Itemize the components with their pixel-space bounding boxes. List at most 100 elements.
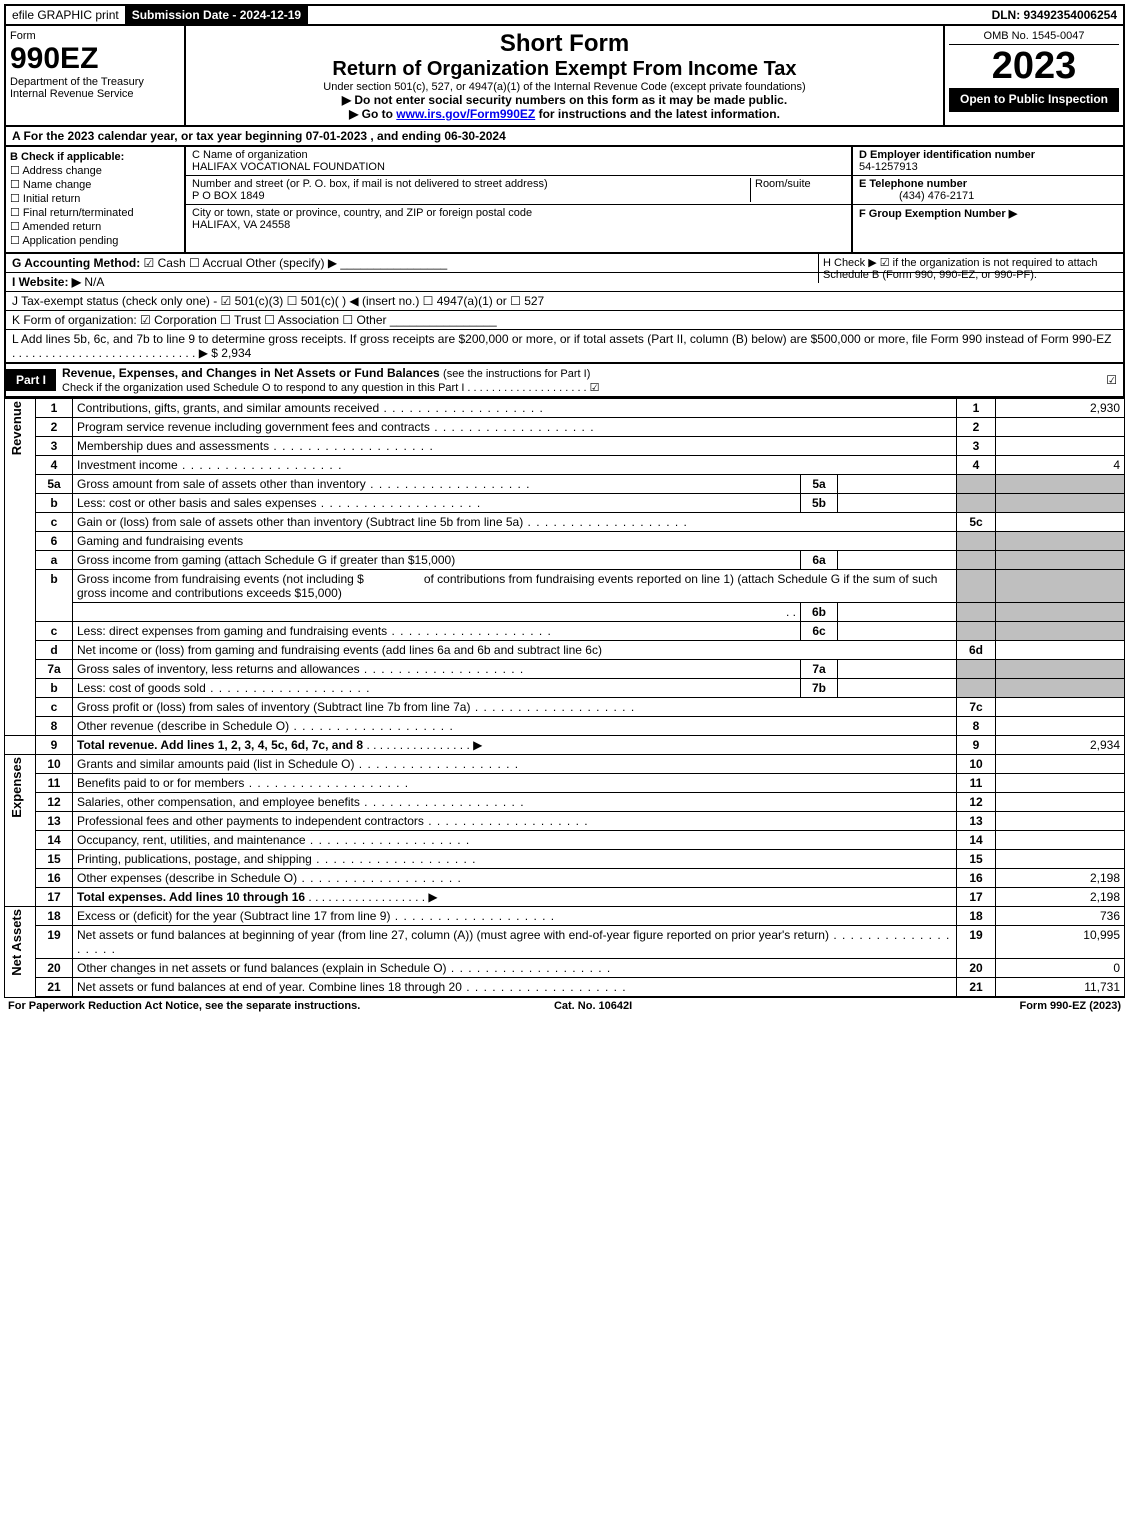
a-4: 4: [996, 456, 1125, 475]
a-12: [996, 793, 1125, 812]
a-6d: [996, 641, 1125, 660]
chk-final-return[interactable]: Final return/terminated: [10, 206, 180, 219]
d-3: Membership dues and assessments: [73, 437, 957, 456]
a-8: [996, 717, 1125, 736]
d-8: Other revenue (describe in Schedule O): [73, 717, 957, 736]
col-c-name-addr: C Name of organization HALIFAX VOCATIONA…: [186, 147, 853, 252]
row-a-period: A For the 2023 calendar year, or tax yea…: [4, 127, 1125, 147]
ein-label: D Employer identification number: [859, 149, 1035, 161]
city-label: City or town, state or province, country…: [192, 207, 532, 219]
b-label: B Check if applicable:: [10, 151, 124, 163]
website-value: N/A: [84, 275, 104, 289]
chk-address-change[interactable]: Address change: [10, 164, 180, 177]
d-4: Investment income: [73, 456, 957, 475]
tel-row: E Telephone number (434) 476-2171: [853, 176, 1123, 205]
d-7b: Less: cost of goods sold: [73, 679, 801, 698]
link-post: for instructions and the latest informat…: [539, 107, 780, 121]
lines-table: Revenue 1 Contributions, gifts, grants, …: [4, 398, 1125, 998]
ln-1: 1: [36, 399, 73, 418]
a-20: 0: [996, 959, 1125, 978]
part-i-checkbox-icon[interactable]: ☑: [1106, 373, 1123, 387]
d-6b-pre: Gross income from fundraising events (no…: [73, 570, 957, 603]
irs-link[interactable]: www.irs.gov/Form990EZ: [396, 107, 535, 121]
d-6a: Gross income from gaming (attach Schedul…: [73, 551, 801, 570]
org-city: HALIFAX, VA 24558: [192, 219, 290, 231]
ein-row: D Employer identification number 54-1257…: [853, 147, 1123, 176]
d-1: Contributions, gifts, grants, and simila…: [73, 399, 957, 418]
link-row: ▶ Go to www.irs.gov/Form990EZ for instru…: [190, 107, 939, 121]
org-name: HALIFAX VOCATIONAL FOUNDATION: [192, 161, 385, 173]
g-other[interactable]: Other (specify) ▶: [246, 256, 337, 270]
form-number: 990EZ: [10, 42, 180, 76]
identification-block: B Check if applicable: Address change Na…: [4, 147, 1125, 254]
name-row: C Name of organization HALIFAX VOCATIONA…: [186, 147, 851, 176]
a-16: 2,198: [996, 869, 1125, 888]
tax-exempt-row: J Tax-exempt status (check only one) - ☑…: [4, 292, 1125, 311]
accounting-row: H Check ▶ ☑ if the organization is not r…: [4, 254, 1125, 273]
a-15: [996, 850, 1125, 869]
under-section: Under section 501(c), 527, or 4947(a)(1)…: [190, 81, 939, 93]
footer-mid: Cat. No. 10642I: [554, 1000, 632, 1012]
d-7c: Gross profit or (loss) from sales of inv…: [73, 698, 957, 717]
d-20: Other changes in net assets or fund bala…: [73, 959, 957, 978]
d-7a: Gross sales of inventory, less returns a…: [73, 660, 801, 679]
a-5c: [996, 513, 1125, 532]
d-6c: Less: direct expenses from gaming and fu…: [73, 622, 801, 641]
d-11: Benefits paid to or for members: [73, 774, 957, 793]
tel-value: (434) 476-2171: [859, 190, 974, 202]
d-18: Excess or (deficit) for the year (Subtra…: [73, 907, 957, 926]
grp-row: F Group Exemption Number ▶: [853, 205, 1123, 222]
link-pre: ▶ Go to: [349, 107, 396, 121]
part-i-title-text: Revenue, Expenses, and Changes in Net As…: [62, 366, 440, 380]
k-text: K Form of organization: ☑ Corporation ☐ …: [12, 313, 387, 327]
d-10: Grants and similar amounts paid (list in…: [73, 755, 957, 774]
chk-name-change[interactable]: Name change: [10, 178, 180, 191]
ein-value: 54-1257913: [859, 161, 918, 173]
d-9: Total revenue. Add lines 1, 2, 3, 4, 5c,…: [73, 736, 957, 755]
a-21: 11,731: [996, 978, 1125, 998]
top-bar: efile GRAPHIC print Submission Date - 20…: [4, 4, 1125, 26]
c-label: C Name of organization: [192, 149, 308, 161]
revenue-label: Revenue: [9, 401, 24, 455]
title-center: Short Form Return of Organization Exempt…: [186, 26, 945, 125]
d-2: Program service revenue including govern…: [73, 418, 957, 437]
a-9: 2,934: [996, 736, 1125, 755]
d-15: Printing, publications, postage, and shi…: [73, 850, 957, 869]
submission-date: Submission Date - 2024-12-19: [126, 6, 308, 24]
rn-1: 1: [957, 399, 996, 418]
g-cash[interactable]: Cash: [144, 256, 186, 270]
part-i-header: Part I Revenue, Expenses, and Changes in…: [4, 364, 1125, 398]
city-row: City or town, state or province, country…: [186, 205, 851, 233]
l-value: 2,934: [221, 346, 251, 360]
form-id-box: Form 990EZ Department of the Treasury In…: [6, 26, 186, 125]
return-title: Return of Organization Exempt From Incom…: [190, 58, 939, 81]
a-11: [996, 774, 1125, 793]
d-6: Gaming and fundraising events: [73, 532, 957, 551]
fr-pre: Form: [1019, 1000, 1050, 1012]
irs-label: Internal Revenue Service: [10, 88, 180, 100]
d-12: Salaries, other compensation, and employ…: [73, 793, 957, 812]
chk-amended-return[interactable]: Amended return: [10, 220, 180, 233]
grp-label: F Group Exemption Number ▶: [859, 208, 1017, 220]
net-assets-label: Net Assets: [9, 909, 24, 976]
room-label: Room/suite: [750, 178, 845, 202]
col-b-checkboxes: B Check if applicable: Address change Na…: [6, 147, 186, 252]
efile-label: efile GRAPHIC print: [6, 6, 126, 24]
expenses-label: Expenses: [9, 757, 24, 818]
a-1: 2,930: [996, 399, 1125, 418]
t-9: Total revenue. Add lines 1, 2, 3, 4, 5c,…: [77, 738, 363, 752]
a-14: [996, 831, 1125, 850]
g-accrual[interactable]: Accrual: [189, 256, 242, 270]
d-21: Net assets or fund balances at end of ye…: [73, 978, 957, 998]
d-16: Other expenses (describe in Schedule O): [73, 869, 957, 888]
d-6d: Net income or (loss) from gaming and fun…: [73, 641, 957, 660]
j-text: J Tax-exempt status (check only one) - ☑…: [12, 294, 544, 308]
open-to-public: Open to Public Inspection: [949, 88, 1119, 112]
chk-application-pending[interactable]: Application pending: [10, 234, 180, 247]
col-d-ein-tel: D Employer identification number 54-1257…: [853, 147, 1123, 252]
org-form-row: K Form of organization: ☑ Corporation ☐ …: [4, 311, 1125, 330]
chk-initial-return[interactable]: Initial return: [10, 192, 180, 205]
a-13: [996, 812, 1125, 831]
addr-row: Number and street (or P. O. box, if mail…: [186, 176, 851, 205]
title-block: Form 990EZ Department of the Treasury In…: [4, 26, 1125, 127]
